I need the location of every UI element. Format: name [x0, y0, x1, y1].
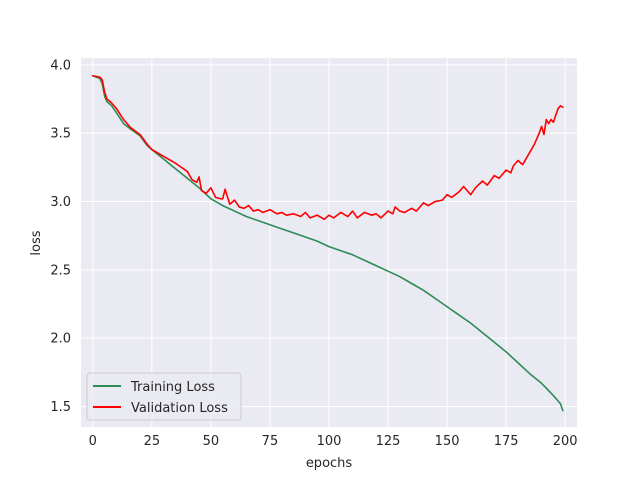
x-axis-label: epochs — [306, 456, 353, 471]
legend-box — [86, 372, 242, 421]
y-axis-ticks: 1.5 2.0 2.5 3.0 3.5 4.0 — [50, 58, 71, 415]
x-tick-label: 75 — [262, 434, 279, 449]
legend: Training Loss Validation Loss — [86, 372, 242, 421]
x-tick-label: 50 — [203, 434, 220, 449]
series-line-training-loss — [92, 74, 564, 412]
y-tick-label: 3.0 — [50, 195, 71, 210]
y-tick-label: 4.0 — [50, 58, 71, 73]
x-tick-label: 100 — [317, 434, 342, 449]
x-tick-label: 125 — [376, 434, 401, 449]
series-layer — [92, 74, 564, 412]
legend-label-training-loss: Training Loss — [130, 380, 215, 395]
x-tick-label: 0 — [89, 434, 97, 449]
y-tick-label: 3.5 — [50, 127, 71, 142]
x-tick-label: 150 — [435, 434, 460, 449]
series-line-validation-loss — [92, 74, 564, 221]
y-tick-label: 2.5 — [50, 263, 71, 278]
y-axis-label: loss — [29, 230, 44, 255]
x-tick-label: 175 — [494, 434, 519, 449]
y-tick-label: 1.5 — [50, 400, 71, 415]
legend-label-validation-loss: Validation Loss — [131, 401, 228, 416]
grid — [81, 58, 577, 427]
x-tick-label: 200 — [553, 434, 578, 449]
x-axis-ticks: 0 25 50 75 100 125 150 175 200 — [89, 434, 578, 449]
y-tick-label: 2.0 — [50, 332, 71, 347]
x-tick-label: 25 — [144, 434, 161, 449]
